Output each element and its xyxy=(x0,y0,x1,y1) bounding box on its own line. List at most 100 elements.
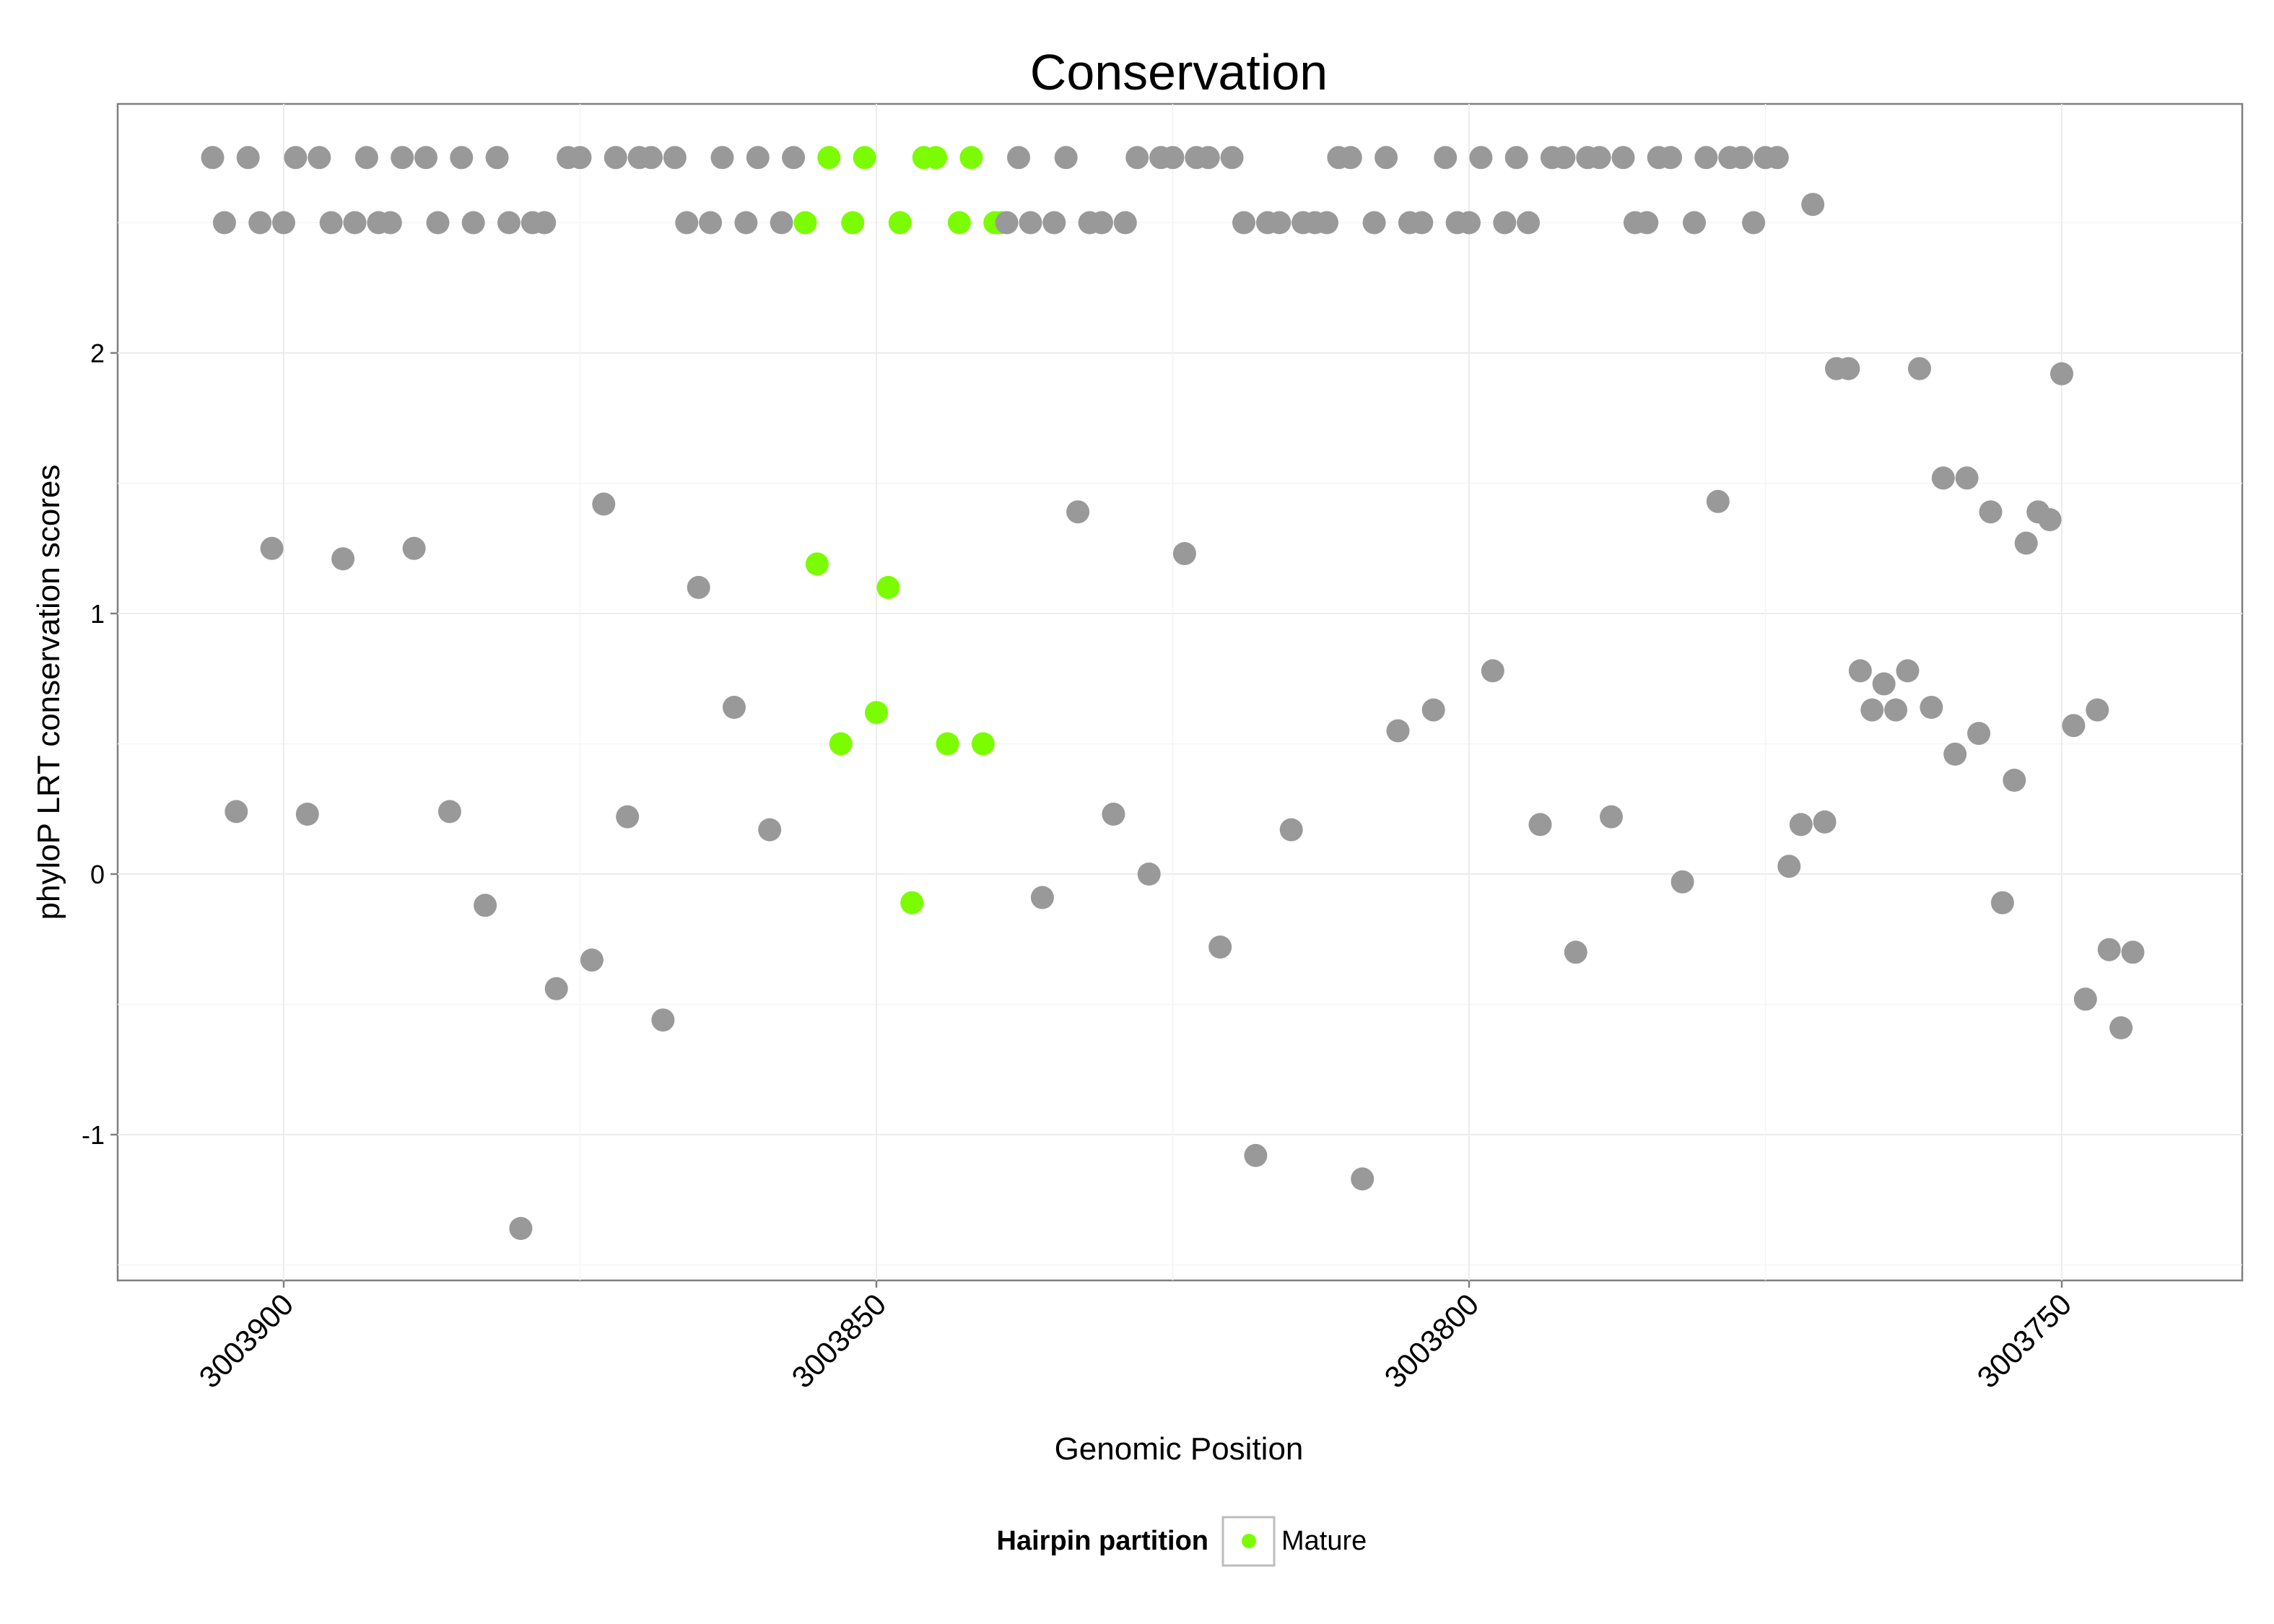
data-point xyxy=(343,211,367,235)
data-point xyxy=(2014,531,2038,555)
data-point xyxy=(1351,1167,1375,1191)
y-tick-label: 2 xyxy=(90,339,105,368)
data-point xyxy=(1694,146,1718,170)
data-point xyxy=(2097,938,2121,961)
data-point xyxy=(1469,146,1493,170)
data-point xyxy=(1884,698,1908,722)
data-point xyxy=(201,146,225,170)
data-point xyxy=(426,211,450,235)
data-point xyxy=(485,146,509,170)
data-point xyxy=(1683,211,1706,235)
chart-title: Conservation xyxy=(1030,44,1328,100)
data-point xyxy=(1220,146,1244,170)
data-point xyxy=(1504,146,1528,170)
data-point xyxy=(1113,211,1137,235)
data-point xyxy=(437,800,461,824)
data-point xyxy=(770,211,793,235)
data-point xyxy=(1600,805,1623,829)
data-point xyxy=(1837,357,1860,380)
y-tick-label: -1 xyxy=(82,1120,105,1150)
data-point xyxy=(1528,813,1552,837)
data-point xyxy=(1137,863,1161,886)
data-point xyxy=(461,211,485,235)
data-point xyxy=(580,948,604,972)
legend-label-mature: Mature xyxy=(1281,1526,1367,1556)
plot-panel xyxy=(116,102,2244,1282)
data-point xyxy=(1102,803,1125,826)
data-point xyxy=(319,211,343,235)
data-point-mature xyxy=(924,146,948,170)
data-point xyxy=(1054,146,1078,170)
data-point xyxy=(1481,659,1504,683)
data-point xyxy=(1362,211,1386,235)
data-point xyxy=(1635,211,1659,235)
data-point xyxy=(663,146,687,170)
data-point xyxy=(248,211,272,235)
data-point xyxy=(699,211,723,235)
data-point xyxy=(331,547,355,571)
data-point xyxy=(734,211,758,235)
data-point xyxy=(1659,146,1683,170)
data-point xyxy=(1208,935,1232,959)
data-point xyxy=(592,492,616,516)
data-point xyxy=(544,977,568,1000)
data-point xyxy=(1196,146,1220,170)
data-point xyxy=(533,211,557,235)
data-point xyxy=(295,803,319,826)
data-point xyxy=(2003,769,2026,792)
legend-key-mature xyxy=(1242,1534,1256,1548)
data-point xyxy=(1611,146,1635,170)
data-point xyxy=(1979,500,2003,524)
x-axis-label: Genomic Position xyxy=(1055,1431,1304,1467)
data-point xyxy=(1386,719,1410,743)
data-point xyxy=(1872,672,1896,696)
data-point xyxy=(1338,146,1362,170)
data-point xyxy=(675,211,699,235)
data-point xyxy=(2062,714,2086,738)
data-point xyxy=(604,146,627,170)
data-point xyxy=(1019,211,1042,235)
data-point xyxy=(995,211,1019,235)
data-point xyxy=(651,1008,675,1032)
data-point xyxy=(1517,211,1541,235)
data-point xyxy=(2073,987,2097,1011)
data-point-mature xyxy=(829,732,853,756)
data-point xyxy=(1493,211,1517,235)
data-point-mature xyxy=(817,146,841,170)
data-point xyxy=(1434,146,1458,170)
data-point xyxy=(1244,1143,1268,1167)
data-point xyxy=(1161,146,1185,170)
data-point xyxy=(414,146,437,170)
data-point xyxy=(1789,813,1813,837)
data-point xyxy=(474,894,497,917)
data-point xyxy=(1848,659,1872,683)
y-axis-label: phyloP LRT conservation scores xyxy=(31,464,66,920)
legend: Hairpin partition Mature xyxy=(997,1516,1367,1567)
data-point-mature xyxy=(865,701,888,725)
data-point xyxy=(1007,146,1030,170)
data-point xyxy=(509,1217,533,1240)
data-point xyxy=(236,146,260,170)
data-point xyxy=(1813,810,1837,834)
data-point xyxy=(1908,357,1931,380)
data-point xyxy=(758,818,782,842)
data-point xyxy=(1090,211,1113,235)
data-point xyxy=(1042,211,1066,235)
data-point xyxy=(1172,542,1196,565)
data-point xyxy=(640,146,663,170)
data-point xyxy=(450,146,474,170)
y-axis: -1 0 1 2 xyxy=(82,339,118,1150)
data-point xyxy=(1030,886,1054,909)
y-tick-label: 1 xyxy=(90,599,105,629)
data-point xyxy=(1315,211,1338,235)
data-point xyxy=(2038,508,2062,531)
data-point xyxy=(1955,466,1979,490)
data-point xyxy=(1920,696,1943,719)
data-point-mature xyxy=(888,211,912,235)
data-point xyxy=(391,146,414,170)
data-point xyxy=(1967,722,1991,746)
data-point xyxy=(2086,698,2109,722)
data-point xyxy=(354,146,378,170)
data-point xyxy=(1801,193,1825,217)
data-point xyxy=(1552,146,1576,170)
